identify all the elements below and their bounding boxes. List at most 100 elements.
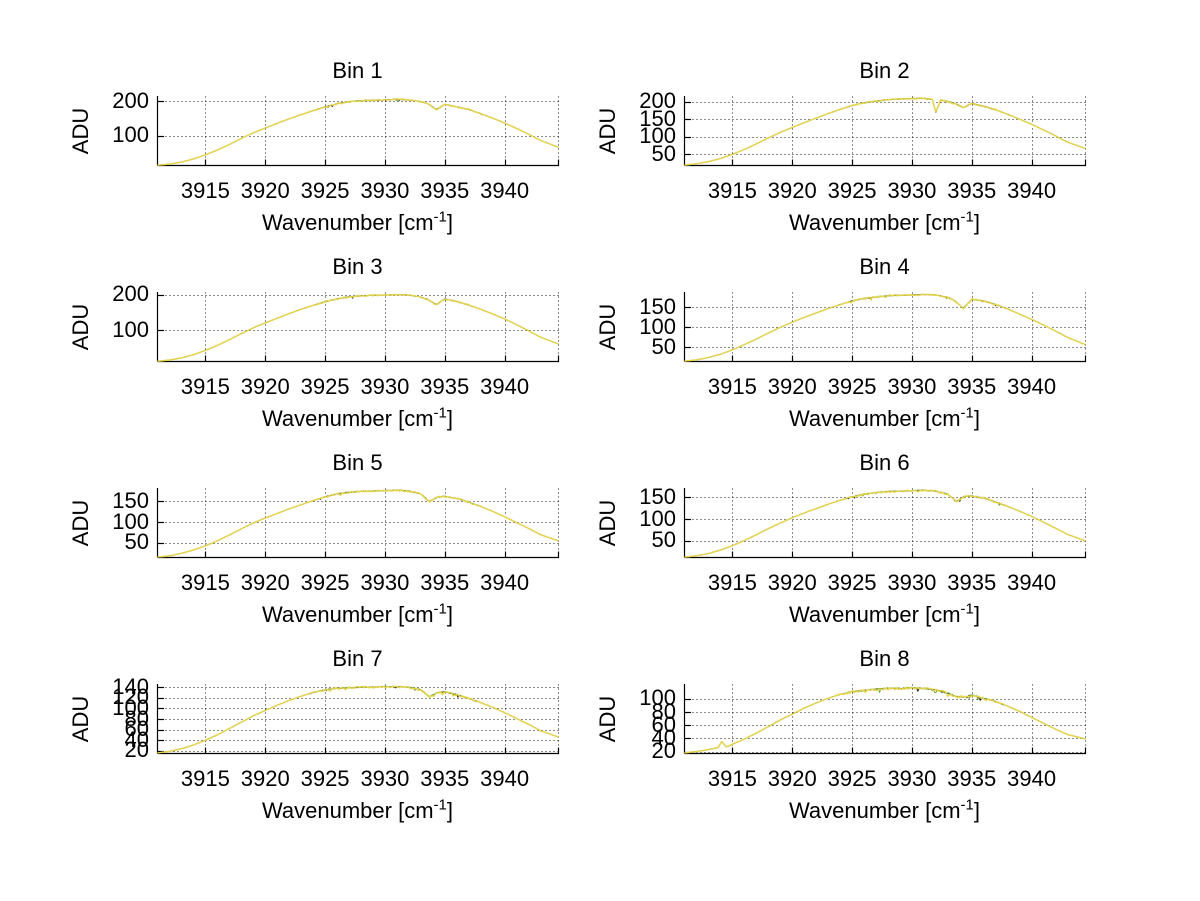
x-axis-label-close: ] bbox=[973, 798, 981, 823]
spectrum-trace bbox=[684, 97, 1086, 166]
y-axis-label-text: ADU bbox=[68, 303, 94, 351]
x-tick-label: 3940 bbox=[1007, 374, 1057, 399]
y-tick-label: 20 bbox=[651, 738, 676, 764]
x-tick-label: 3930 bbox=[360, 766, 410, 791]
x-tick-label: 3925 bbox=[300, 570, 350, 595]
x-axis-label: Wavenumber [cm-1] bbox=[684, 797, 1085, 825]
subplot-title: Bin 5 bbox=[332, 450, 383, 475]
spectrum-trace bbox=[684, 489, 1086, 558]
x-axis-label-exponent: -1 bbox=[960, 208, 974, 226]
x-axis-label-close: ] bbox=[446, 406, 454, 431]
x-axis-label-exponent: -1 bbox=[433, 404, 447, 422]
y-axis-label-text: ADU bbox=[68, 107, 94, 155]
y-tick-label: 50 bbox=[124, 529, 149, 555]
x-tick-label: 3925 bbox=[300, 178, 350, 203]
spectrum-trace bbox=[684, 489, 1086, 558]
x-axis-label: Wavenumber [cm-1] bbox=[684, 209, 1085, 237]
x-tick-label: 3930 bbox=[887, 178, 937, 203]
y-tick-label: 60 bbox=[651, 711, 676, 737]
x-tick-label: 3925 bbox=[827, 766, 877, 791]
x-axis-label: Wavenumber [cm-1] bbox=[157, 601, 558, 629]
spectrum-trace bbox=[684, 97, 1086, 166]
x-tick-label: 3915 bbox=[707, 766, 757, 791]
spectrum-trace bbox=[684, 686, 1086, 754]
y-tick-label: 50 bbox=[651, 527, 676, 553]
spectrum-trace bbox=[157, 489, 559, 558]
subplot-title: Bin 3 bbox=[332, 254, 383, 279]
x-tick-label: 3940 bbox=[1007, 570, 1057, 595]
plot-area bbox=[156, 292, 560, 363]
x-axis-label-exponent: -1 bbox=[960, 404, 974, 422]
x-tick-label: 3925 bbox=[827, 570, 877, 595]
x-axis-label: Wavenumber [cm-1] bbox=[157, 209, 558, 237]
spectrum-trace bbox=[684, 686, 1086, 754]
y-tick-label: 100 bbox=[112, 694, 149, 720]
x-tick-label: 3930 bbox=[887, 766, 937, 791]
y-tick-label: 150 bbox=[112, 487, 149, 513]
spectrum-trace bbox=[684, 97, 1086, 166]
y-tick-label: 100 bbox=[112, 122, 149, 148]
subplot-title: Bin 1 bbox=[332, 58, 383, 83]
x-axis-label-main: Wavenumber [cm bbox=[788, 798, 961, 823]
x-axis-label-exponent: -1 bbox=[433, 796, 447, 814]
x-axis-label-close: ] bbox=[973, 210, 981, 235]
x-tick-label: 3920 bbox=[767, 766, 817, 791]
x-tick-label: 3935 bbox=[947, 570, 997, 595]
y-tick-label: 140 bbox=[112, 673, 149, 699]
x-axis-label-main: Wavenumber [cm bbox=[788, 602, 961, 627]
spectrum-trace bbox=[157, 489, 559, 558]
x-tick-label: 3925 bbox=[827, 178, 877, 203]
x-tick-label: 3920 bbox=[240, 178, 290, 203]
subplot-title: Bin 4 bbox=[859, 254, 910, 279]
x-tick-label: 3935 bbox=[947, 178, 997, 203]
y-axis-label-text: ADU bbox=[68, 695, 94, 743]
plot-area bbox=[683, 488, 1087, 559]
spectrum-trace bbox=[157, 98, 559, 166]
y-tick-label: 50 bbox=[651, 333, 676, 359]
x-tick-label: 3920 bbox=[767, 374, 817, 399]
x-axis-label-main: Wavenumber [cm bbox=[788, 406, 961, 431]
y-tick-label: 80 bbox=[651, 698, 676, 724]
x-tick-label: 3935 bbox=[947, 374, 997, 399]
x-axis-label-close: ] bbox=[973, 602, 981, 627]
x-axis-label-main: Wavenumber [cm bbox=[261, 210, 434, 235]
y-tick-label: 150 bbox=[639, 105, 676, 131]
x-tick-label: 3940 bbox=[1007, 178, 1057, 203]
x-tick-label: 3940 bbox=[480, 374, 530, 399]
y-axis-label-text: ADU bbox=[595, 499, 621, 547]
x-tick-label: 3920 bbox=[240, 570, 290, 595]
x-tick-label: 3935 bbox=[420, 766, 470, 791]
x-tick-label: 3940 bbox=[480, 178, 530, 203]
subplot-title: Bin 8 bbox=[859, 646, 910, 671]
x-tick-label: 3935 bbox=[420, 570, 470, 595]
plot-area bbox=[156, 684, 560, 755]
y-tick-label: 100 bbox=[639, 123, 676, 149]
x-axis-label-main: Wavenumber [cm bbox=[261, 798, 434, 823]
y-tick-label: 200 bbox=[112, 281, 149, 307]
x-tick-label: 3920 bbox=[767, 178, 817, 203]
y-axis-label-text: ADU bbox=[595, 303, 621, 351]
spectrum-trace bbox=[684, 489, 1086, 558]
x-tick-label: 3930 bbox=[360, 178, 410, 203]
y-tick-label: 100 bbox=[639, 313, 676, 339]
x-tick-label: 3920 bbox=[240, 374, 290, 399]
plot-area bbox=[683, 292, 1087, 363]
x-axis-label-close: ] bbox=[446, 602, 454, 627]
x-axis-label-main: Wavenumber [cm bbox=[261, 602, 434, 627]
x-axis-label-exponent: -1 bbox=[960, 600, 974, 618]
x-axis-label-close: ] bbox=[973, 406, 981, 431]
y-tick-label: 200 bbox=[639, 88, 676, 114]
y-tick-label: 100 bbox=[112, 508, 149, 534]
y-tick-label: 20 bbox=[124, 737, 149, 763]
x-tick-label: 3925 bbox=[300, 374, 350, 399]
x-tick-label: 3920 bbox=[767, 570, 817, 595]
x-axis-label: Wavenumber [cm-1] bbox=[157, 405, 558, 433]
y-tick-label: 40 bbox=[651, 724, 676, 750]
x-tick-label: 3915 bbox=[180, 570, 230, 595]
x-tick-label: 3940 bbox=[480, 766, 530, 791]
y-tick-label: 50 bbox=[651, 140, 676, 166]
x-tick-label: 3920 bbox=[240, 766, 290, 791]
y-tick-label: 150 bbox=[639, 483, 676, 509]
x-tick-label: 3935 bbox=[947, 766, 997, 791]
